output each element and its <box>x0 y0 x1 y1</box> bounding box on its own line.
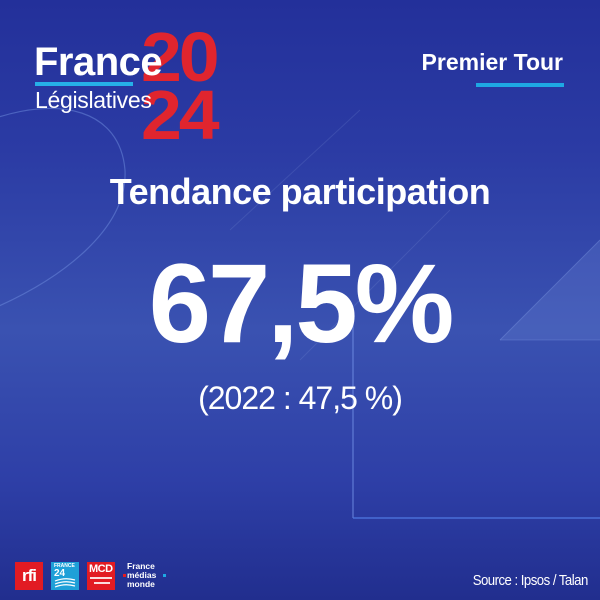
france24-logo: FRANCE 24 <box>51 562 79 590</box>
mcd-arabic-line-2 <box>94 582 110 584</box>
fmm-line2: médias <box>127 570 157 580</box>
rfi-logo-text: rfi <box>22 566 37 585</box>
logo-year-top: 20 <box>141 18 220 96</box>
fmm-line3: monde <box>127 579 155 589</box>
fmm-line1: France <box>127 561 155 571</box>
source-credit: Source : Ipsos / Talan <box>472 572 589 589</box>
headline: Tendance participation <box>109 171 491 212</box>
logo-underline <box>35 82 133 86</box>
mcd-arabic-line-1 <box>90 577 112 579</box>
france24-logo-line2: 24 <box>54 568 66 579</box>
mcd-logo-text: MCD <box>89 563 113 575</box>
fmm-red-dot <box>123 574 126 577</box>
logo-subtitle: Législatives <box>35 87 152 113</box>
logo-year-bottom: 24 <box>141 76 220 154</box>
france24-logo-line1: FRANCE <box>54 563 75 569</box>
comparison-2022: (2022 : 47,5 %) <box>198 380 403 416</box>
france24-waves-icon <box>54 578 76 588</box>
partner-logos: rfi FRANCE 24 MCD France médias monde <box>15 562 173 590</box>
logo-brand: France <box>34 40 163 84</box>
round-label: Premier Tour <box>421 49 563 75</box>
round-underline <box>476 83 564 87</box>
fmm-blue-dot <box>163 574 166 577</box>
participation-value: 67,5% <box>148 241 455 366</box>
france-medias-monde-logo: France médias monde <box>123 562 173 590</box>
france-2024-legislatives-logo: 20 24 France Législatives <box>0 0 260 150</box>
mcd-logo: MCD <box>87 562 115 590</box>
rfi-logo: rfi <box>15 562 43 590</box>
